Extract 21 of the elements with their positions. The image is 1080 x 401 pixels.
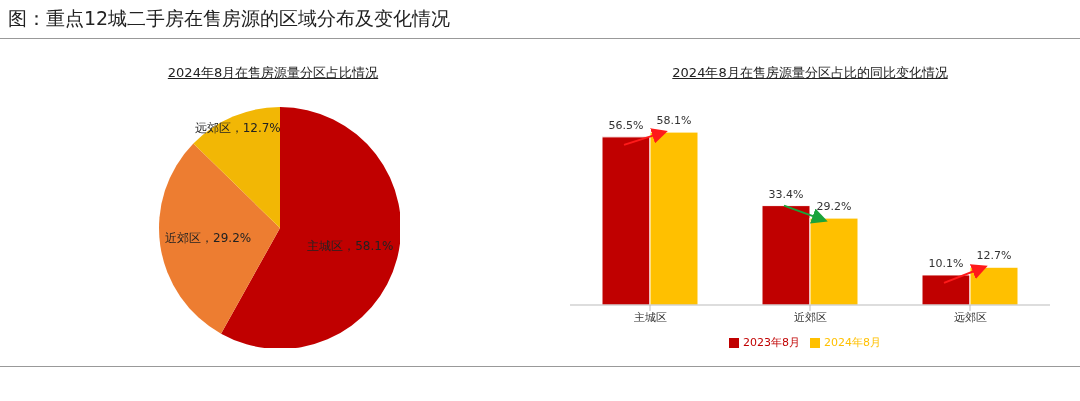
chart-title: 2024年8月在售房源量分区占比的同比变化情况 <box>671 64 949 82</box>
x-tick-label: 远郊区 <box>953 310 987 324</box>
data-label: 58.1% <box>656 114 692 128</box>
pie-slice <box>159 143 280 334</box>
data-label: 56.5% <box>608 118 644 132</box>
legend-label: 2024年8月 <box>824 336 881 349</box>
data-label: ，12.7% <box>230 120 281 135</box>
legend-label: 2023年8月 <box>743 336 800 349</box>
data-label: ，58.1% <box>343 239 394 254</box>
chart-subtitle: 2024年8月在售房源量分区占比情况 <box>166 64 380 82</box>
chart-title: 图：重点12城二手房在售房源的区域分布及变化情况 <box>8 6 451 31</box>
data-label: ，29.2% <box>201 231 252 246</box>
data-label: 29.2% <box>816 200 852 214</box>
slice-label: 主城区 <box>307 239 344 254</box>
x-tick-label: 近郊区 <box>793 310 827 324</box>
data-label: 10.1% <box>928 256 964 270</box>
slice-label: 近郊区 <box>165 231 202 246</box>
data-label: 33.4% <box>768 187 804 201</box>
data-label: 12.7% <box>976 249 1012 263</box>
pie-slice <box>193 107 280 228</box>
x-tick-label: 主城区 <box>633 310 667 324</box>
